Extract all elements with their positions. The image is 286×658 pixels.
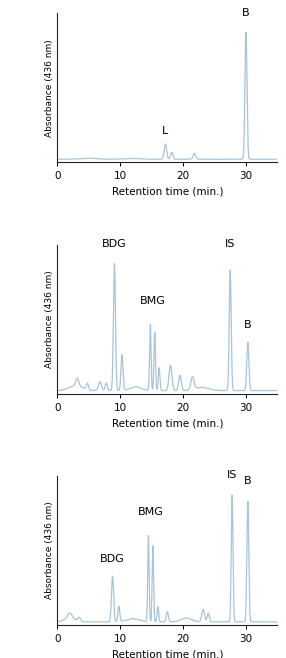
Text: BDG: BDG <box>100 554 125 564</box>
Text: BMG: BMG <box>140 296 166 306</box>
Text: BDG: BDG <box>102 239 127 249</box>
Y-axis label: Absorbance (436 nm): Absorbance (436 nm) <box>45 270 54 368</box>
Text: BMG: BMG <box>137 507 163 517</box>
Text: IS: IS <box>225 239 235 249</box>
Text: B: B <box>244 476 252 486</box>
Y-axis label: Absorbance (436 nm): Absorbance (436 nm) <box>45 39 54 137</box>
Text: B: B <box>242 7 250 18</box>
X-axis label: Retention time (min.): Retention time (min.) <box>112 649 223 658</box>
Text: B: B <box>244 320 252 330</box>
Y-axis label: Absorbance (436 nm): Absorbance (436 nm) <box>45 501 54 599</box>
Text: L: L <box>162 126 168 136</box>
X-axis label: Retention time (min.): Retention time (min.) <box>112 418 223 428</box>
X-axis label: Retention time (min.): Retention time (min.) <box>112 187 223 197</box>
Text: IS: IS <box>227 470 237 480</box>
